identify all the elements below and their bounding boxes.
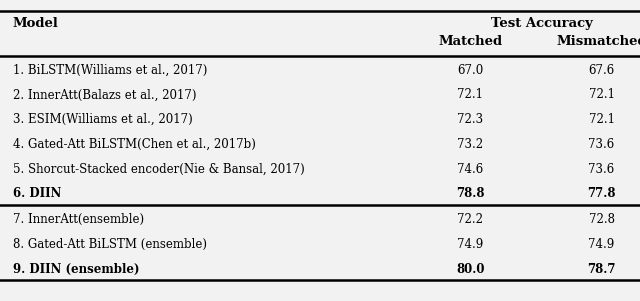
Text: 72.1: 72.1 xyxy=(589,88,614,101)
Text: 72.2: 72.2 xyxy=(458,213,483,226)
Text: Test Accuracy: Test Accuracy xyxy=(492,17,593,29)
Text: 74.9: 74.9 xyxy=(457,238,484,251)
Text: 4. Gated-Att BiLSTM(Chen et al., 2017b): 4. Gated-Att BiLSTM(Chen et al., 2017b) xyxy=(13,138,255,151)
Text: 78.7: 78.7 xyxy=(588,262,616,275)
Text: 72.1: 72.1 xyxy=(458,88,483,101)
Text: Model: Model xyxy=(13,17,59,29)
Text: 72.8: 72.8 xyxy=(589,213,614,226)
Text: 2. InnerAtt(Balazs et al., 2017): 2. InnerAtt(Balazs et al., 2017) xyxy=(13,88,196,101)
Text: 72.1: 72.1 xyxy=(589,113,614,126)
Text: Mismatched: Mismatched xyxy=(556,35,640,48)
Text: 67.6: 67.6 xyxy=(588,64,615,77)
Text: Matched: Matched xyxy=(438,35,502,48)
Text: 77.8: 77.8 xyxy=(588,187,616,200)
Text: 74.6: 74.6 xyxy=(457,163,484,175)
Text: 5. Shorcut-Stacked encoder(Nie & Bansal, 2017): 5. Shorcut-Stacked encoder(Nie & Bansal,… xyxy=(13,163,305,175)
Text: 8. Gated-Att BiLSTM (ensemble): 8. Gated-Att BiLSTM (ensemble) xyxy=(13,238,207,251)
Text: 74.9: 74.9 xyxy=(588,238,615,251)
Text: 3. ESIM(Williams et al., 2017): 3. ESIM(Williams et al., 2017) xyxy=(13,113,193,126)
Text: 6. DIIN: 6. DIIN xyxy=(13,187,61,200)
Text: 73.6: 73.6 xyxy=(588,163,615,175)
Text: 67.0: 67.0 xyxy=(457,64,484,77)
Text: 80.0: 80.0 xyxy=(456,262,484,275)
Text: 1. BiLSTM(Williams et al., 2017): 1. BiLSTM(Williams et al., 2017) xyxy=(13,64,207,77)
Text: 73.6: 73.6 xyxy=(588,138,615,151)
Text: 73.2: 73.2 xyxy=(458,138,483,151)
Text: 7. InnerAtt(ensemble): 7. InnerAtt(ensemble) xyxy=(13,213,144,226)
Text: 9. DIIN (ensemble): 9. DIIN (ensemble) xyxy=(13,262,140,275)
Text: 78.8: 78.8 xyxy=(456,187,484,200)
Text: 72.3: 72.3 xyxy=(458,113,483,126)
